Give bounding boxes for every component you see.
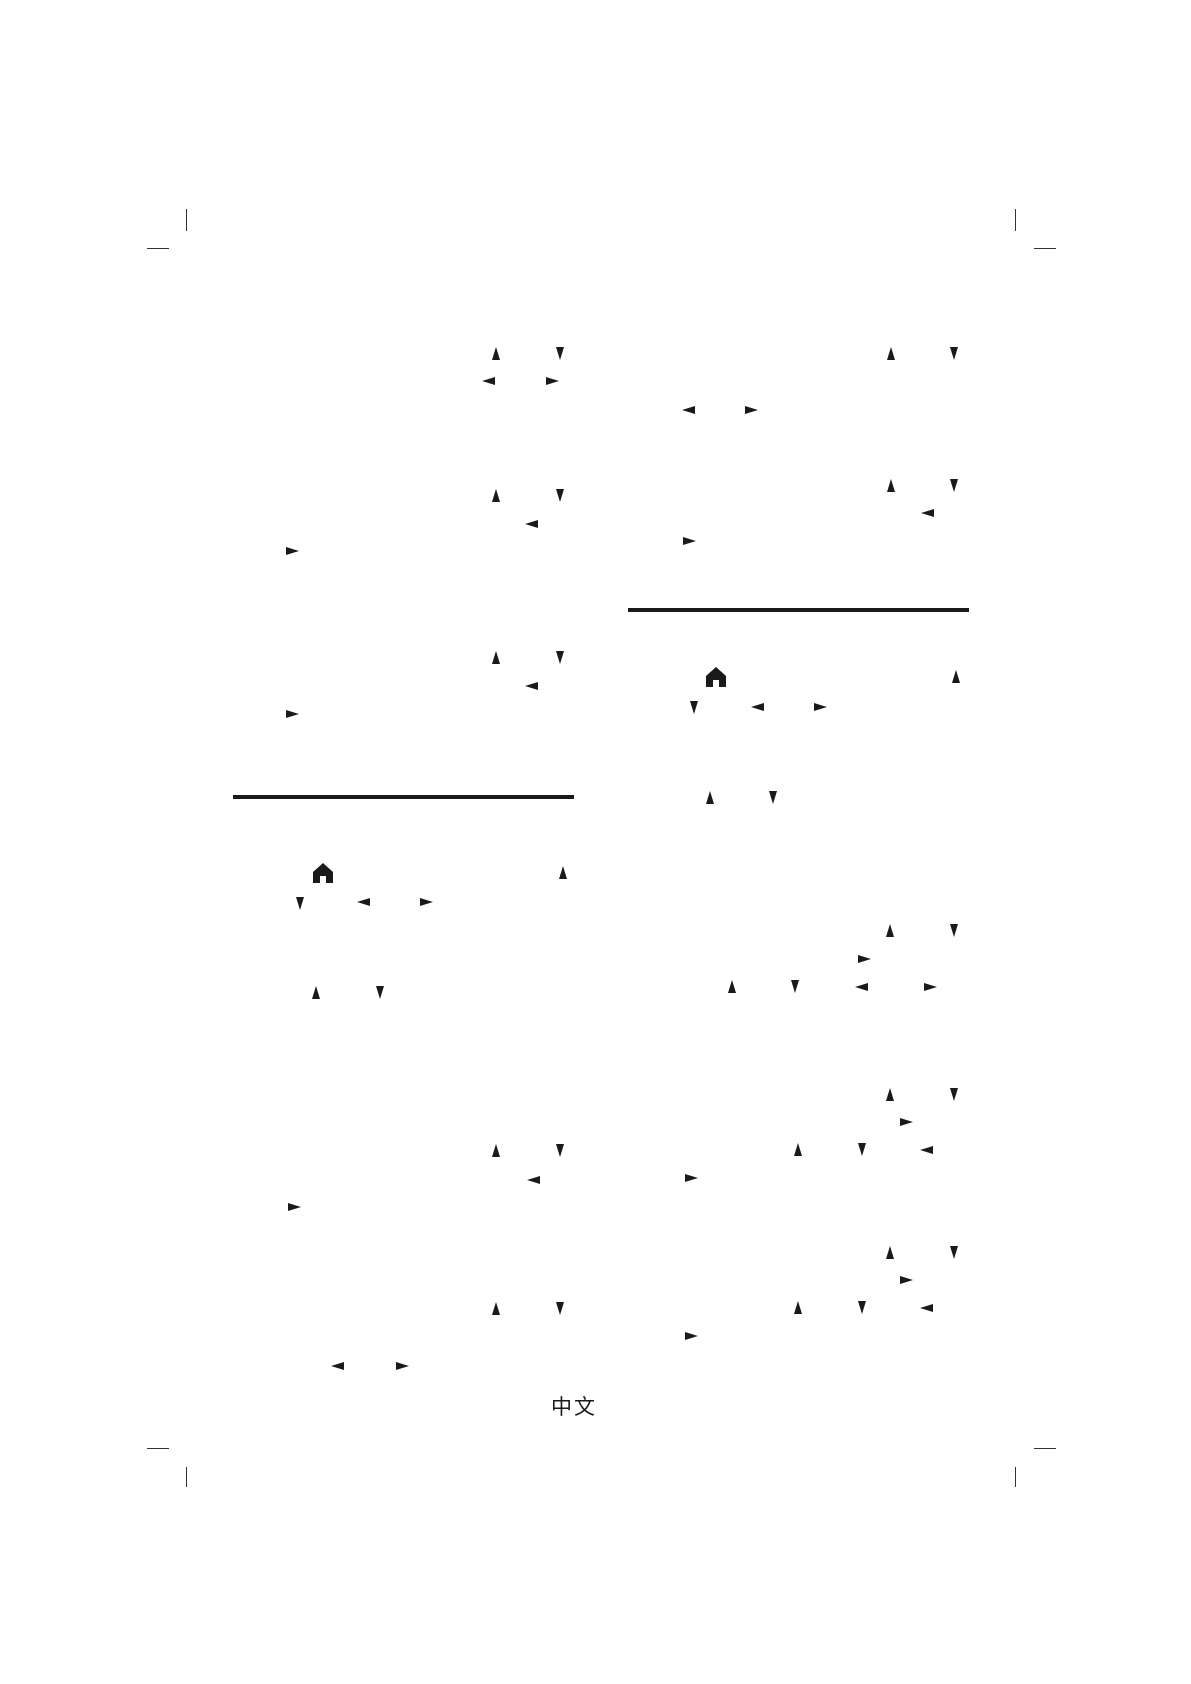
page-language-label: 中文 [551,1395,597,1419]
arrow-down-icon [949,479,958,493]
arrow-down-icon [555,488,564,502]
crop-mark [186,1467,188,1487]
arrow-down-icon [555,347,564,361]
arrow-up-icon [559,865,568,879]
arrow-up-icon [952,669,961,683]
crop-mark [147,247,169,249]
arrow-down-icon [857,1300,866,1314]
arrow-left-icon [524,520,538,529]
arrow-down-icon [857,1142,866,1156]
arrow-right-icon [287,1203,301,1212]
arrow-up-icon [887,479,896,493]
arrow-left-icon [750,703,764,712]
arrow-up-icon [706,790,715,804]
crop-mark [1034,1447,1056,1449]
arrow-up-icon [793,1142,802,1156]
crop-mark [1014,1467,1016,1487]
arrow-right-icon [745,406,759,415]
arrow-right-icon [286,709,300,718]
crop-mark [186,208,188,231]
crop-mark [147,1447,169,1449]
arrow-down-icon [555,1143,564,1157]
arrow-down-icon [555,1302,564,1316]
section-divider [627,607,970,612]
arrow-up-icon [491,347,500,361]
arrow-left-icon [526,1176,540,1185]
arrow-up-icon [491,1302,500,1316]
arrow-right-icon [684,1174,698,1182]
arrow-down-icon [949,924,958,938]
arrow-down-icon [949,1245,958,1259]
arrow-down-icon [690,701,699,715]
arrow-right-icon [684,1332,698,1341]
arrow-right-icon [286,547,300,556]
arrow-right-icon [419,897,433,906]
arrow-right-icon [858,955,872,964]
arrow-down-icon [295,897,304,911]
arrow-up-icon [886,1245,894,1259]
arrow-up-icon [887,347,896,361]
crop-mark [1034,247,1056,249]
arrow-right-icon [900,1275,914,1284]
arrow-left-icon [681,406,695,415]
arrow-down-icon [949,1087,958,1101]
arrow-left-icon [920,509,934,518]
arrow-up-icon [727,980,736,994]
arrow-left-icon [482,377,496,386]
arrow-up-icon [491,1143,500,1157]
arrow-up-icon [886,924,894,938]
arrow-right-icon [546,377,560,386]
arrow-up-icon [491,651,500,665]
arrow-left-icon [919,1303,933,1312]
arrow-right-icon [395,1362,409,1371]
home-icon [705,666,726,687]
arrow-up-icon [886,1087,894,1101]
arrow-up-icon [793,1300,802,1314]
arrow-left-icon [356,897,370,906]
crop-mark [1014,208,1016,231]
arrow-left-icon [524,682,538,691]
section-divider [232,794,574,799]
home-icon [312,862,333,883]
arrow-down-icon [555,651,564,665]
arrow-left-icon [854,983,868,992]
arrow-right-icon [924,983,938,992]
arrow-down-icon [790,980,799,994]
arrow-right-icon [682,537,696,546]
arrow-up-icon [312,985,321,999]
arrow-left-icon [330,1362,344,1371]
arrow-right-icon [900,1117,914,1126]
arrow-down-icon [376,985,385,999]
arrow-down-icon [769,790,778,804]
arrow-down-icon [949,347,958,361]
arrow-up-icon [491,488,500,502]
arrow-left-icon [919,1145,933,1154]
arrow-right-icon [813,703,827,712]
